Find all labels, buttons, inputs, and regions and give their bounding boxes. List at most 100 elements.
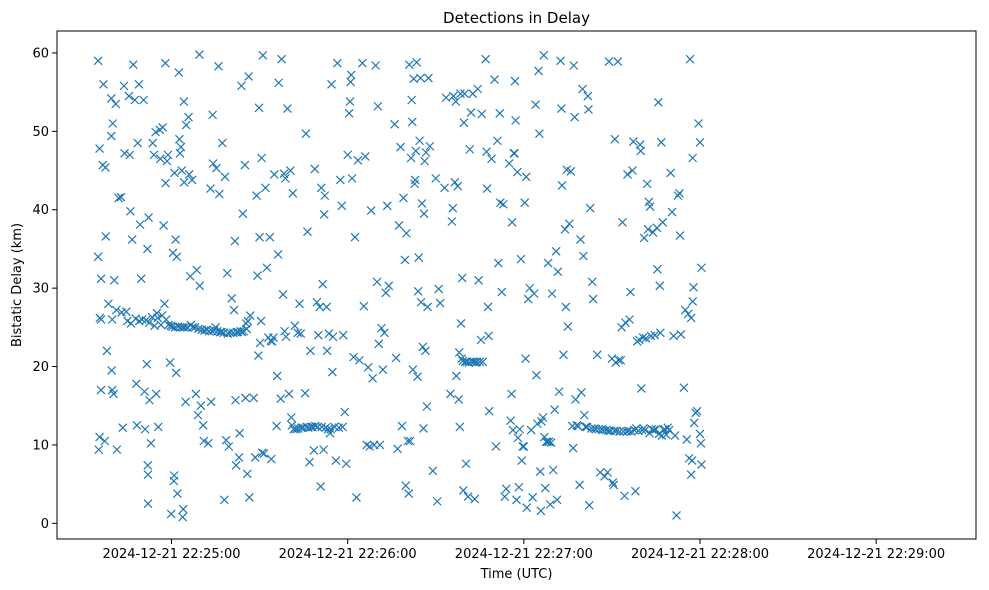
data-point <box>687 456 697 466</box>
data-point <box>569 61 579 70</box>
data-point <box>688 153 698 163</box>
data-point <box>313 422 323 432</box>
data-point <box>285 166 295 175</box>
data-point <box>357 58 367 68</box>
data-point <box>241 393 250 403</box>
data-point <box>448 91 458 101</box>
data-point <box>425 141 435 151</box>
y-axis: 0 10 20 30 40 50 60 <box>32 46 57 532</box>
data-point <box>133 138 143 148</box>
data-point <box>195 281 205 291</box>
x-tick-label: 2024-12-21 22:26:00 <box>279 547 417 562</box>
data-point <box>276 394 286 404</box>
data-point <box>198 420 208 430</box>
data-point <box>254 103 264 113</box>
data-point <box>230 236 240 246</box>
data-point <box>265 232 275 242</box>
data-point <box>328 332 338 342</box>
data-point <box>447 217 457 226</box>
data-point <box>374 339 384 349</box>
data-point <box>253 271 262 281</box>
data-point <box>229 305 239 315</box>
data-point <box>366 206 376 215</box>
data-point <box>585 203 595 213</box>
data-point <box>176 142 186 152</box>
data-point <box>382 201 392 211</box>
data-point <box>519 442 529 451</box>
data-point <box>381 288 391 298</box>
data-point <box>553 267 563 277</box>
data-point <box>399 193 408 203</box>
data-point <box>528 493 538 502</box>
data-point <box>477 109 487 119</box>
data-point <box>423 302 432 312</box>
data-point <box>397 421 407 431</box>
data-point <box>628 166 637 175</box>
data-point <box>203 438 213 448</box>
data-point <box>100 436 110 446</box>
data-point <box>255 338 265 348</box>
data-point <box>576 387 586 397</box>
data-point <box>658 217 668 227</box>
data-point <box>257 448 267 458</box>
data-point <box>639 233 649 243</box>
data-point <box>643 224 653 234</box>
data-point <box>492 136 502 146</box>
data-point <box>696 438 706 448</box>
data-point <box>584 500 594 510</box>
data-point <box>413 286 423 296</box>
data-point <box>143 499 153 509</box>
data-point <box>290 321 300 331</box>
data-point <box>473 84 483 94</box>
data-point <box>101 162 110 172</box>
data-point <box>273 250 283 259</box>
data-point <box>685 54 695 64</box>
data-point <box>238 209 248 219</box>
data-point <box>623 170 632 179</box>
data-point <box>675 188 684 198</box>
data-point <box>352 493 361 502</box>
data-point <box>404 489 414 498</box>
data-point <box>587 277 597 287</box>
x-tick-label: 2024-12-21 22:25:00 <box>102 547 240 562</box>
data-point <box>460 89 469 99</box>
data-point <box>259 449 269 458</box>
data-point <box>303 227 312 237</box>
data-point <box>140 424 150 434</box>
data-point <box>151 389 161 399</box>
data-point <box>281 173 290 183</box>
data-point <box>391 353 401 363</box>
data-point <box>454 347 464 357</box>
data-point <box>312 297 322 307</box>
data-point <box>493 258 503 268</box>
data-point <box>538 413 548 422</box>
data-point <box>224 442 234 451</box>
data-point <box>144 318 154 328</box>
data-point <box>250 453 260 462</box>
data-point <box>318 279 328 289</box>
data-point <box>96 274 106 284</box>
data-point <box>510 148 519 158</box>
data-point <box>188 322 198 332</box>
data-point <box>506 416 516 426</box>
data-point <box>401 228 411 238</box>
data-point <box>300 388 310 398</box>
data-point <box>539 50 549 60</box>
data-point <box>550 405 560 415</box>
data-point <box>416 297 426 307</box>
data-point <box>516 254 526 264</box>
data-point <box>680 305 690 315</box>
data-point <box>227 293 237 303</box>
data-point <box>94 445 104 455</box>
data-point <box>481 54 491 64</box>
data-point <box>689 418 699 428</box>
data-point <box>455 422 465 432</box>
data-point <box>522 503 532 513</box>
data-point <box>686 470 696 480</box>
data-point <box>278 289 288 299</box>
x-axis-label: Time (UTC) <box>480 567 553 582</box>
data-point <box>192 265 202 275</box>
data-point <box>459 118 469 128</box>
data-point <box>413 372 422 382</box>
data-point <box>656 137 666 147</box>
